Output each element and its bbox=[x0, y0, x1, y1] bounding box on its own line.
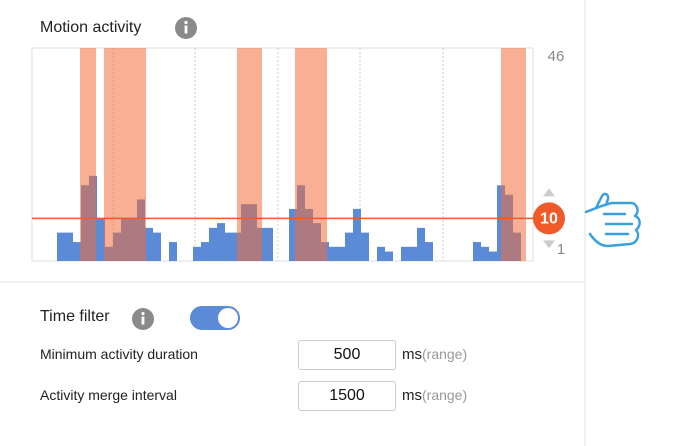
range-link[interactable]: (range) bbox=[422, 387, 468, 403]
time-filter-label: Time filter bbox=[40, 308, 110, 325]
field-label: Minimum activity duration bbox=[40, 346, 198, 362]
bar bbox=[417, 227, 425, 261]
bar bbox=[353, 208, 361, 261]
bar bbox=[57, 232, 65, 261]
bar bbox=[201, 242, 209, 261]
bar bbox=[345, 232, 353, 261]
bar bbox=[65, 232, 73, 261]
bar bbox=[97, 218, 105, 261]
bar bbox=[361, 232, 369, 261]
info-icon[interactable] bbox=[175, 17, 197, 39]
input[interactable]: 500 bbox=[298, 340, 396, 370]
bar bbox=[473, 242, 481, 261]
y-tick-label: 1 bbox=[557, 241, 565, 258]
bar bbox=[73, 242, 81, 261]
bar bbox=[425, 242, 433, 261]
bar bbox=[337, 246, 345, 261]
unit-group: ms(range) bbox=[402, 346, 467, 363]
bar bbox=[209, 227, 217, 261]
bar bbox=[401, 246, 409, 261]
bar bbox=[481, 246, 489, 261]
section-title: Motion activity bbox=[40, 19, 141, 36]
bar bbox=[225, 232, 233, 261]
bar bbox=[265, 227, 273, 261]
activity-periods bbox=[80, 48, 526, 261]
field-label: Activity merge interval bbox=[40, 387, 177, 403]
bar bbox=[377, 246, 385, 261]
bar bbox=[289, 208, 297, 261]
toggle-knob bbox=[218, 308, 238, 328]
bar bbox=[385, 251, 393, 261]
info-icon[interactable] bbox=[132, 308, 154, 330]
up-arrow bbox=[543, 188, 555, 197]
y-tick-label: 46 bbox=[548, 48, 565, 65]
bar bbox=[193, 246, 201, 261]
threshold-value: 10 bbox=[540, 211, 558, 228]
bar bbox=[409, 246, 417, 261]
threshold[interactable]: 10 bbox=[32, 188, 565, 249]
unit-group: ms(range) bbox=[402, 387, 467, 404]
bar bbox=[329, 246, 337, 261]
bar bbox=[217, 223, 225, 261]
input[interactable]: 1500 bbox=[298, 381, 396, 411]
threshold-handle bbox=[533, 202, 565, 235]
bar bbox=[145, 227, 153, 261]
bar bbox=[169, 242, 177, 261]
bar bbox=[489, 251, 497, 261]
unit: ms bbox=[402, 346, 422, 363]
bar bbox=[153, 232, 161, 261]
range-link[interactable]: (range) bbox=[422, 346, 468, 362]
down-arrow bbox=[543, 240, 555, 249]
toggle[interactable] bbox=[190, 306, 240, 330]
unit: ms bbox=[402, 387, 422, 404]
hand-cursor bbox=[584, 192, 641, 248]
